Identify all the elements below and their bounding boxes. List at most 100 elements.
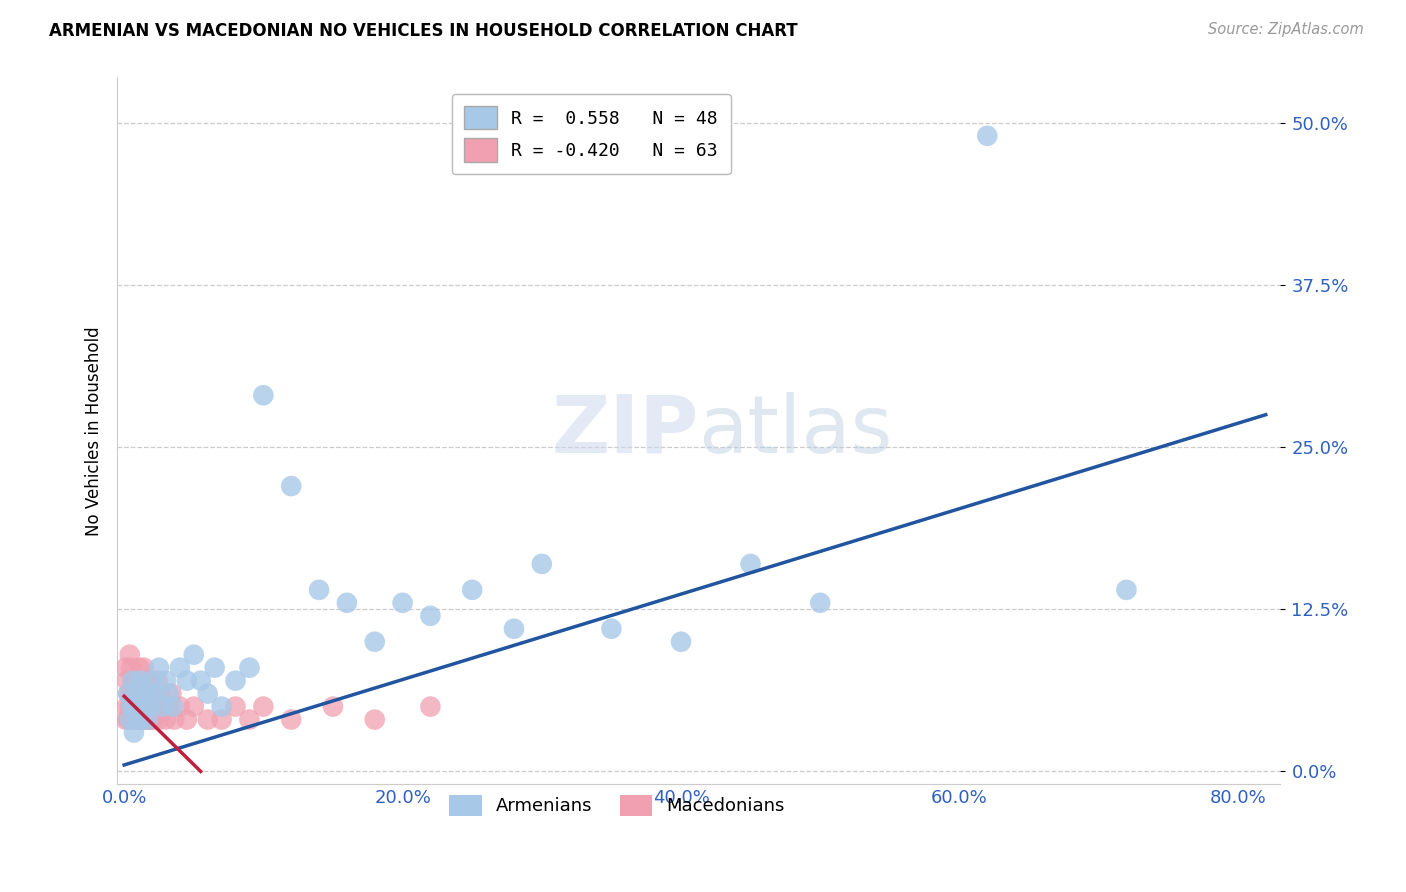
Point (138, 699, 160, 714)
Point (142, 713, 165, 727)
Point (114, 713, 136, 727)
Point (117, 713, 139, 727)
Point (125, 687, 148, 701)
Point (129, 699, 152, 714)
Point (364, 634, 387, 648)
Point (125, 713, 148, 727)
Point (136, 713, 159, 727)
Point (461, 582, 484, 597)
Point (308, 582, 330, 597)
Point (204, 661, 226, 675)
Point (176, 673, 198, 688)
Point (124, 699, 146, 714)
Text: ZIP: ZIP (551, 392, 699, 470)
Point (115, 673, 138, 688)
Point (176, 713, 198, 727)
Point (322, 699, 344, 714)
Point (252, 699, 274, 714)
Point (155, 673, 177, 688)
Point (1115, 582, 1137, 597)
Point (336, 596, 359, 610)
Point (148, 661, 170, 675)
Point (148, 713, 170, 727)
Point (808, 596, 831, 610)
Point (169, 699, 191, 714)
Point (183, 648, 205, 662)
Point (503, 622, 526, 636)
Point (118, 713, 141, 727)
Point (139, 713, 162, 727)
Point (143, 687, 166, 701)
Point (163, 713, 186, 727)
Point (600, 622, 623, 636)
Point (149, 687, 172, 701)
Point (124, 699, 146, 714)
Point (128, 699, 150, 714)
Point (120, 699, 142, 714)
Point (419, 699, 441, 714)
Point (197, 713, 219, 727)
Point (115, 699, 138, 714)
Point (155, 713, 177, 727)
Point (146, 673, 169, 688)
Point (127, 673, 149, 688)
Point (152, 699, 174, 714)
Point (157, 687, 180, 701)
Point (118, 648, 141, 662)
Point (136, 687, 159, 701)
Point (131, 713, 153, 727)
Point (117, 687, 139, 701)
Point (138, 673, 160, 688)
Point (118, 699, 141, 714)
Point (138, 687, 160, 701)
Text: Source: ZipAtlas.com: Source: ZipAtlas.com (1208, 22, 1364, 37)
Point (128, 661, 150, 675)
Text: ARMENIAN VS MACEDONIAN NO VEHICLES IN HOUSEHOLD CORRELATION CHART: ARMENIAN VS MACEDONIAN NO VEHICLES IN HO… (49, 22, 797, 40)
Point (976, 128, 998, 143)
Point (135, 673, 157, 688)
Point (136, 713, 159, 727)
Point (530, 557, 553, 571)
Point (238, 713, 260, 727)
Point (134, 687, 156, 701)
Point (135, 699, 157, 714)
Point (197, 687, 219, 701)
Point (419, 608, 441, 623)
Point (141, 673, 163, 688)
Legend: Armenians, Macedonians: Armenians, Macedonians (440, 786, 794, 825)
Point (143, 687, 166, 701)
Point (225, 673, 247, 688)
Point (127, 699, 149, 714)
Point (122, 687, 145, 701)
Point (122, 713, 145, 727)
Point (391, 596, 413, 610)
Point (145, 699, 167, 714)
Point (160, 687, 183, 701)
Point (152, 699, 174, 714)
Point (121, 673, 143, 688)
Point (120, 661, 142, 675)
Point (280, 713, 302, 727)
Point (364, 713, 387, 727)
Point (252, 388, 274, 402)
Point (134, 687, 156, 701)
Point (157, 699, 180, 714)
Point (120, 687, 142, 701)
Point (669, 634, 692, 648)
Point (132, 699, 155, 714)
Point (124, 673, 146, 688)
Point (121, 699, 143, 714)
Point (131, 673, 153, 688)
Point (139, 699, 162, 714)
Point (238, 661, 260, 675)
Point (132, 661, 155, 675)
Point (129, 687, 152, 701)
Point (225, 699, 247, 714)
Point (117, 687, 139, 701)
Point (139, 687, 162, 701)
Point (141, 699, 163, 714)
Point (114, 661, 136, 675)
Point (190, 673, 212, 688)
Point (121, 673, 143, 688)
Point (131, 713, 153, 727)
